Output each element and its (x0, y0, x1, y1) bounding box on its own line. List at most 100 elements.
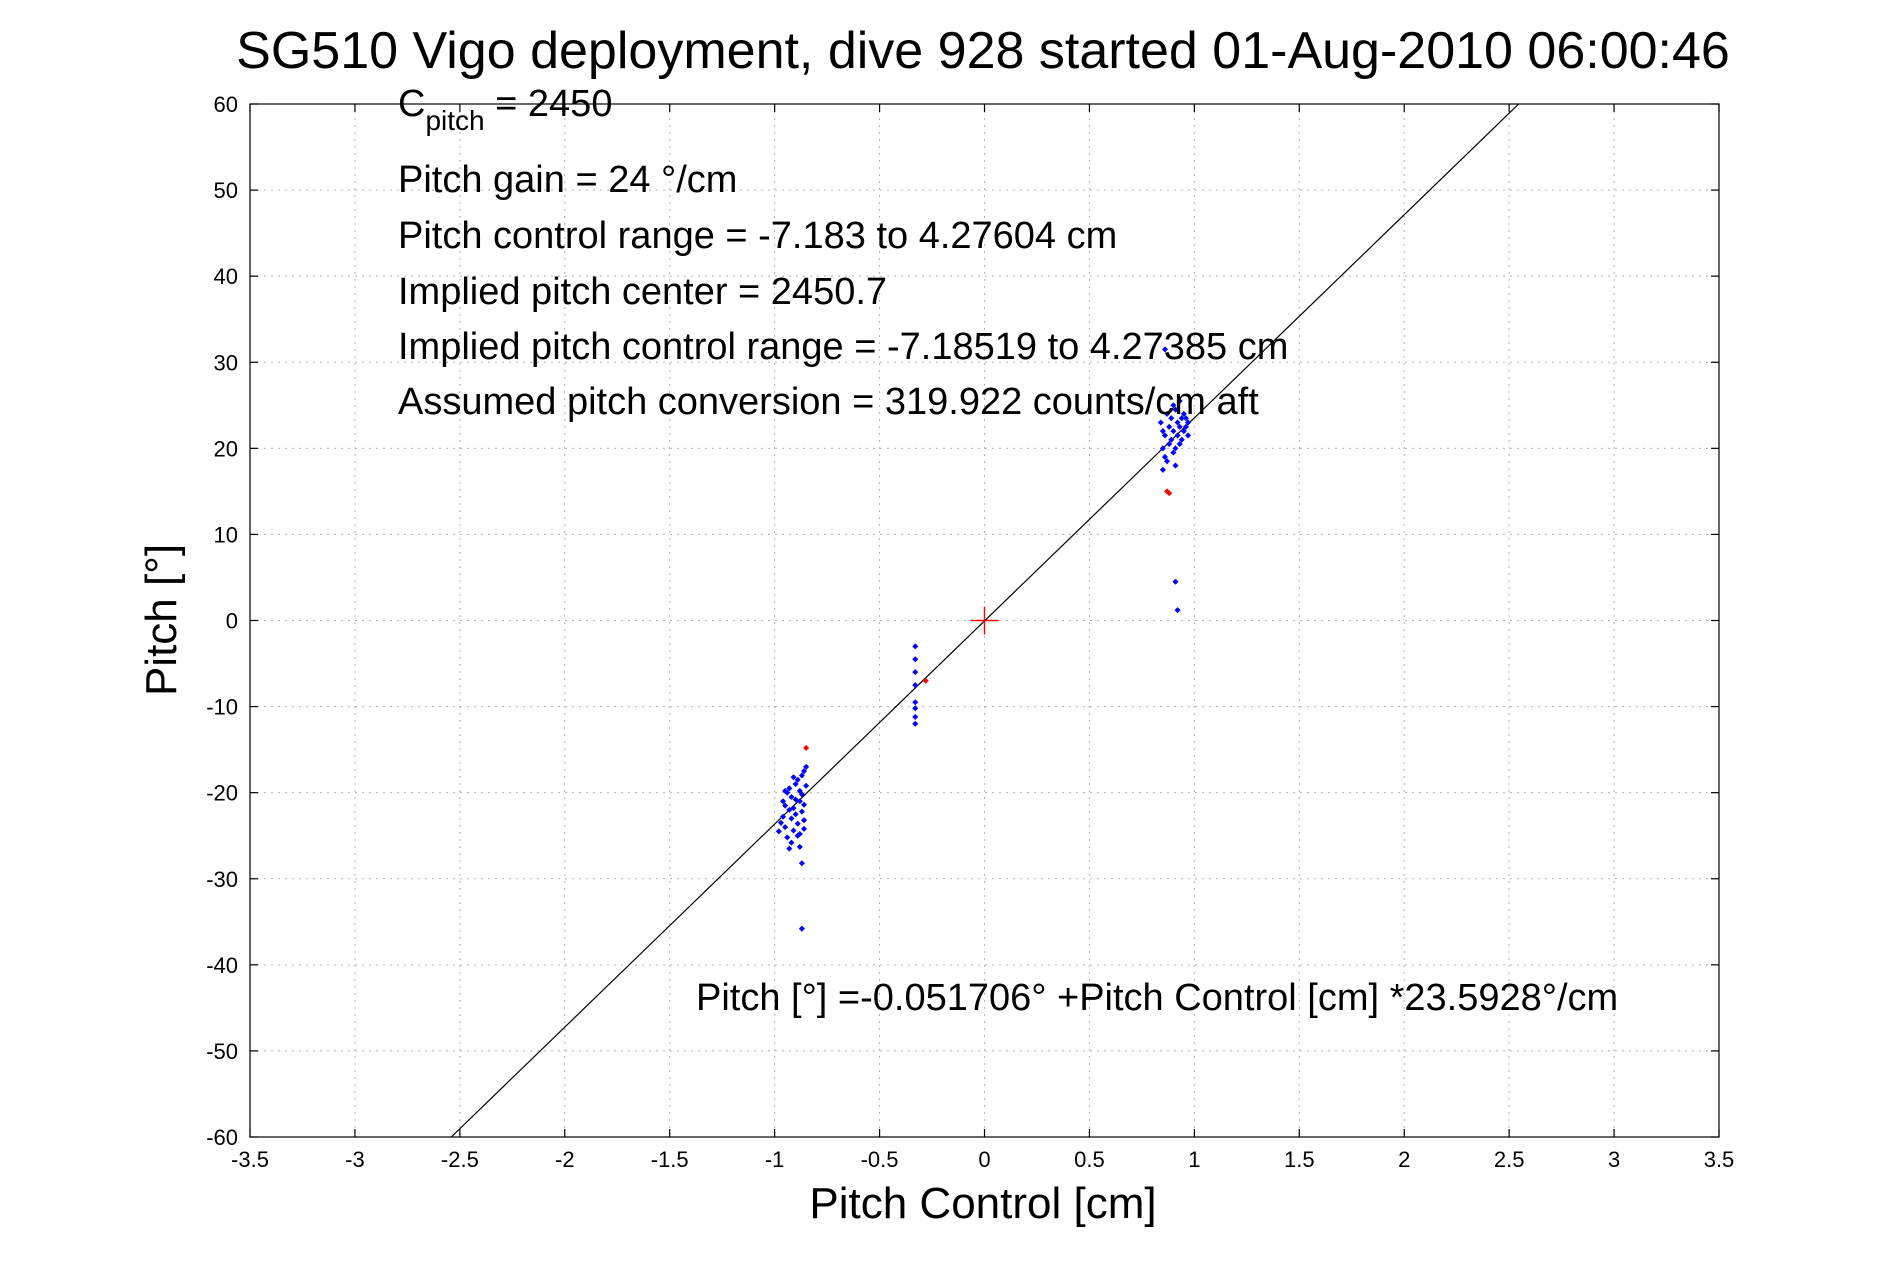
annotation-pitch-control-range: Pitch control range = -7.183 to 4.27604 … (398, 215, 1117, 257)
x-tick-label: 0.5 (1074, 1147, 1105, 1172)
data-point (800, 768, 808, 775)
data-point (912, 669, 919, 676)
data-point (1178, 415, 1185, 422)
x-tick-label: -3 (345, 1147, 365, 1172)
data-point (1161, 346, 1169, 353)
center-marker-layer (970, 606, 999, 635)
x-tick-label: -2 (555, 1147, 575, 1172)
x-tick-label: 1 (1188, 1147, 1200, 1172)
data-point (1185, 432, 1192, 439)
data-point (792, 811, 799, 818)
data-point (1166, 490, 1173, 497)
data-point (798, 772, 805, 779)
data-point (782, 787, 789, 794)
data-point (800, 817, 808, 824)
data-point (1182, 415, 1189, 422)
data-point (1159, 466, 1166, 473)
data-point (912, 705, 919, 712)
data-point (782, 802, 789, 809)
x-tick-label: 0 (978, 1147, 990, 1172)
data-point (912, 713, 919, 720)
data-point (912, 682, 919, 689)
annotation-pitch-gain: Pitch gain = 24 °/cm (398, 159, 737, 201)
data-point (796, 843, 803, 850)
y-tick-label: -30 (206, 867, 238, 892)
data-point (803, 763, 810, 770)
annotation-assumed-pitch-conversion: Assumed pitch conversion = 319.922 count… (398, 381, 1259, 423)
data-point (796, 830, 803, 838)
data-point (790, 827, 797, 834)
x-tick-label: 2.5 (1494, 1147, 1525, 1172)
data-point (1176, 397, 1183, 405)
y-tick-label: 10 (214, 522, 238, 547)
data-point (912, 643, 919, 650)
data-point (780, 798, 787, 805)
annotation-implied-pitch-control-range: Implied pitch control range = -7.18519 t… (398, 326, 1288, 368)
data-point (1172, 462, 1179, 469)
fit-equation-label: Pitch [°] =-0.051706° +Pitch Control [cm… (696, 977, 1618, 1019)
data-point (788, 839, 795, 846)
data-point (775, 828, 782, 835)
data-point (1176, 423, 1183, 430)
data-point (912, 720, 919, 727)
data-point (803, 744, 810, 751)
data-point (1182, 423, 1189, 430)
data-point (790, 805, 797, 812)
x-tick-label: 2 (1398, 1147, 1410, 1172)
data-point (1168, 415, 1175, 422)
data-point (1170, 449, 1177, 456)
data-point (786, 806, 793, 813)
x-tick-label: -1 (765, 1147, 785, 1172)
y-tick-label: 60 (214, 92, 238, 117)
data-point (912, 656, 919, 663)
data-point (798, 925, 805, 932)
y-tick-label: 30 (214, 350, 238, 375)
y-tick-label: -20 (206, 781, 238, 806)
y-tick-label: -10 (206, 695, 238, 720)
y-tick-label: 0 (226, 609, 238, 634)
data-point (790, 774, 797, 781)
annotation-implied-pitch-center: Implied pitch center = 2450.7 (398, 271, 887, 313)
data-point (1185, 419, 1192, 426)
chart-title: SG510 Vigo deployment, dive 928 started … (236, 22, 1730, 80)
y-tick-label: -40 (206, 953, 238, 978)
annotation-cpitch-subscript: pitch (425, 105, 484, 136)
x-axis-ticks: -3.5 -3 -2.5 -2 -1.5 -1 -0.5 0 0.5 1 1.5 2 2.5 3 3.5 (231, 104, 1734, 1172)
annotation-cpitch-value: = 2450 (485, 83, 613, 125)
data-point (794, 776, 801, 783)
x-tick-label: 3.5 (1704, 1147, 1735, 1172)
y-tick-label: 50 (214, 178, 238, 203)
data-point (1180, 410, 1187, 417)
x-axis-label: Pitch Control [cm] (809, 1179, 1156, 1228)
data-point (788, 793, 795, 800)
data-point (912, 699, 919, 706)
data-point (1174, 432, 1181, 439)
data-point (922, 677, 929, 684)
annotation-cpitch-main: C (398, 83, 425, 125)
data-point (777, 819, 784, 826)
data-point (1164, 458, 1171, 465)
data-point (798, 791, 805, 798)
data-point (792, 781, 799, 788)
x-tick-label: -2.5 (441, 1147, 479, 1172)
y-tick-label: 20 (214, 436, 238, 461)
x-tick-label: -3.5 (231, 1147, 269, 1172)
annotation-cpitch: Cpitch = 2450 (398, 83, 612, 136)
y-axis-ticks: -60 -50 -40 -30 -20 -10 0 10 20 30 40 50 60 (206, 92, 1719, 1150)
data-point (786, 785, 793, 792)
data-point (1172, 406, 1179, 413)
data-point (786, 845, 793, 852)
data-point (1159, 428, 1166, 435)
data-point (1180, 428, 1187, 435)
points-layer (775, 346, 1192, 932)
data-point (800, 801, 808, 808)
data-point (788, 815, 795, 822)
data-point (1159, 445, 1166, 452)
data-point (1170, 428, 1177, 435)
data-point (1174, 607, 1181, 614)
data-point (1172, 578, 1179, 585)
data-point (1164, 410, 1171, 417)
data-point (794, 820, 801, 827)
